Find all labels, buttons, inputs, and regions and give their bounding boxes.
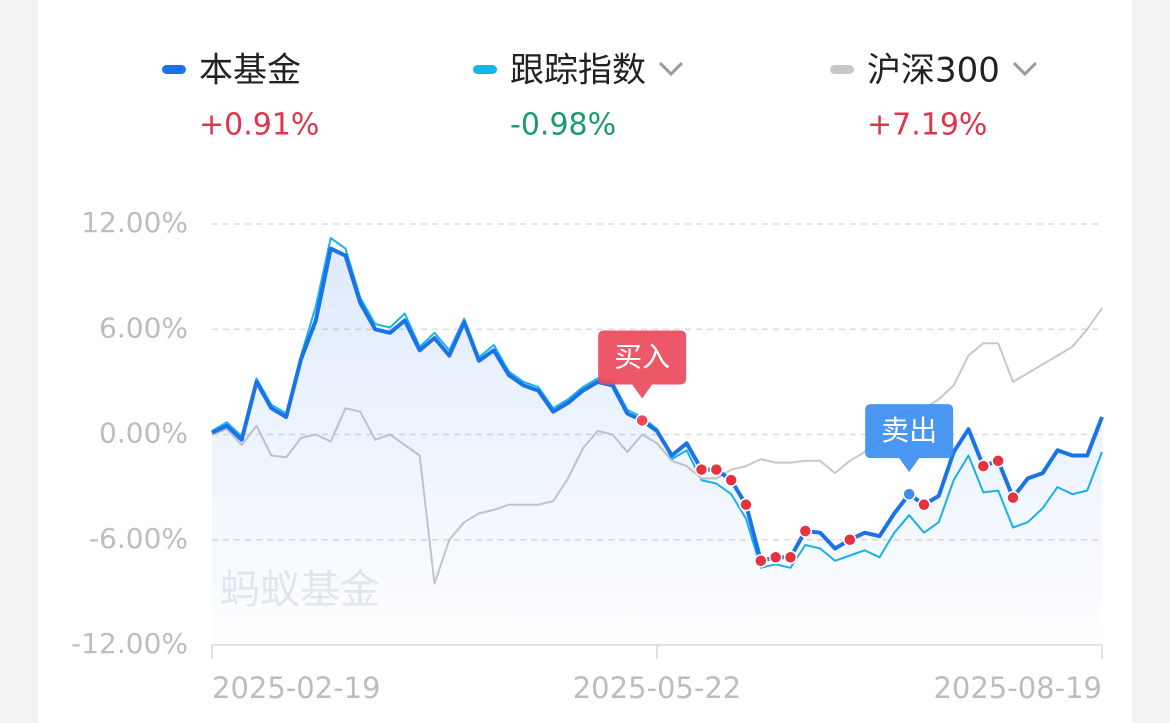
buy-mark	[783, 550, 798, 565]
legend-item: 本基金 +0.91%	[162, 51, 319, 143]
annotation-box	[598, 330, 687, 399]
annotation: 卖出	[865, 404, 954, 501]
legend-return: -0.98%	[510, 108, 616, 143]
legend-label: 沪深300	[867, 51, 1000, 91]
legend-item[interactable]: 跟踪指数 -0.98%	[473, 51, 684, 143]
dropdown-arrow[interactable]	[1012, 61, 1037, 77]
legend-swatch	[830, 65, 854, 74]
legend-label: 跟踪指数	[510, 51, 646, 91]
buy-mark	[724, 473, 738, 487]
annotation-point	[902, 487, 916, 501]
y-tick-label: 12.00%	[81, 206, 188, 239]
x-tick-label: 2025-05-22	[573, 671, 742, 705]
y-tick-label: 6.00%	[99, 311, 188, 344]
x-tick-label: 2025-02-19	[212, 671, 381, 705]
legend-return: +0.91%	[199, 108, 319, 143]
buy-mark	[991, 454, 1005, 468]
buy-mark	[694, 462, 709, 477]
buy-mark	[798, 524, 813, 538]
buy-mark	[976, 459, 991, 473]
dropdown-arrow[interactable]	[658, 61, 684, 77]
series-line	[211, 246, 1104, 563]
buy-mark	[843, 533, 857, 547]
x-tick-label: 2025-08-19	[933, 671, 1102, 705]
annotation-point	[635, 413, 649, 428]
buy-mark	[709, 462, 724, 477]
legend-item[interactable]: 沪深300 +7.19%	[830, 51, 1037, 143]
buy-mark	[917, 497, 931, 512]
annotation-label: 买入	[614, 340, 670, 373]
buy-mark	[1006, 490, 1020, 505]
annotation: 买入	[598, 330, 687, 428]
y-tick-label: 0.00%	[99, 417, 188, 450]
y-tick-label: -12.00%	[71, 627, 188, 660]
buy-mark	[739, 497, 753, 512]
area	[212, 248, 1102, 645]
annotation-label: 卖出	[881, 414, 937, 447]
legend-return: +7.19%	[867, 108, 987, 143]
legend-swatch	[162, 65, 186, 74]
legend-swatch	[473, 65, 497, 74]
y-tick-label: -6.00%	[89, 522, 188, 555]
annotation-box	[865, 404, 954, 473]
buy-mark	[754, 554, 768, 568]
buy-mark	[768, 550, 783, 565]
legend-label: 本基金	[199, 51, 301, 91]
